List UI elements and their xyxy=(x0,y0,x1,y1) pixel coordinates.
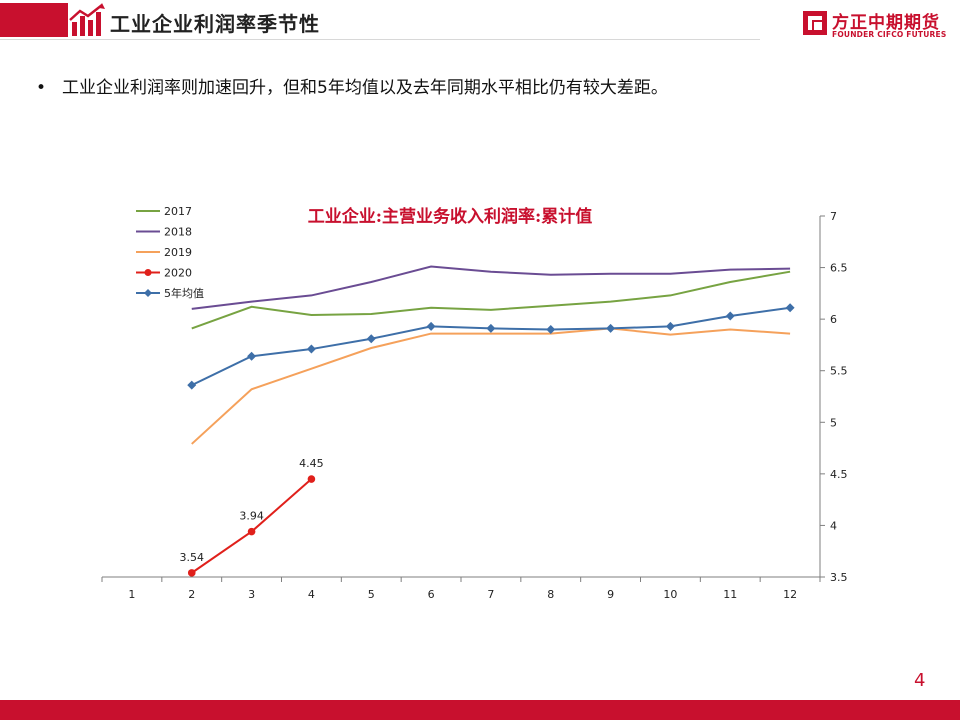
y-tick-label: 4 xyxy=(830,519,837,532)
x-tick-label: 10 xyxy=(663,588,677,601)
data-point-5年均值 xyxy=(486,323,496,333)
x-tick-label: 8 xyxy=(547,588,554,601)
y-tick-label: 5 xyxy=(830,416,837,429)
x-tick-label: 11 xyxy=(723,588,737,601)
x-tick-label: 1 xyxy=(128,588,135,601)
chart-title: 工业企业:主营业务收入利润率:累计值 xyxy=(308,206,593,227)
data-point-5年均值 xyxy=(785,303,795,313)
brand-name-en: FOUNDER CIFCO FUTURES xyxy=(832,30,947,39)
y-tick-label: 3.5 xyxy=(830,571,848,584)
series-line-2020 xyxy=(191,478,313,574)
data-label: 3.94 xyxy=(239,510,264,523)
y-tick-label: 6 xyxy=(830,313,837,326)
data-point-2020 xyxy=(307,475,316,483)
x-tick-label: 3 xyxy=(248,588,255,601)
series-line-2018 xyxy=(191,265,791,310)
legend-label: 2019 xyxy=(164,246,192,259)
data-point-5年均值 xyxy=(426,321,436,331)
series-line-2019 xyxy=(191,327,791,445)
legend-label: 2020 xyxy=(164,267,192,280)
data-point-2020 xyxy=(247,527,256,536)
legend-label: 5年均值 xyxy=(164,286,204,300)
y-tick-label: 5.5 xyxy=(830,365,848,378)
data-label: 4.45 xyxy=(299,457,324,470)
legend-label: 2018 xyxy=(164,226,192,239)
data-label: 3.54 xyxy=(180,551,205,564)
data-point-5年均值 xyxy=(665,321,675,331)
data-point-5年均值 xyxy=(306,344,316,354)
rising-chart-icon xyxy=(69,3,105,36)
chart: 1 2 3 4 5 6 7 8 9 10 11 123.544.555.566.57工业企业:主营业务… xyxy=(101,205,848,601)
header-bar: 工业企业利润率季节性 方正中期期货 FOUNDER CIFCO FUTURES xyxy=(0,0,960,40)
y-tick-label: 6.5 xyxy=(830,262,848,275)
data-point-5年均值 xyxy=(366,334,376,344)
data-point-5年均值 xyxy=(546,324,556,334)
header-divider xyxy=(0,39,760,40)
series-line-2017 xyxy=(191,270,791,330)
header-red-block xyxy=(0,3,68,37)
x-tick-label: 12 xyxy=(783,588,797,601)
y-tick-label: 7 xyxy=(830,210,837,223)
x-tick-label: 4 xyxy=(308,588,315,601)
bullet-text: 工业企业利润率则加速回升，但和5年均值以及去年同期水平相比仍有较大差距。 xyxy=(62,78,668,98)
legend-label: 2017 xyxy=(164,205,192,218)
x-tick-label: 9 xyxy=(607,588,614,601)
brand-name-cn: 方正中期期货 xyxy=(832,13,940,33)
x-tick-label: 6 xyxy=(428,588,435,601)
x-tick-label: 5 xyxy=(368,588,375,601)
legend-marker xyxy=(144,289,152,297)
y-tick-label: 4.5 xyxy=(830,468,848,481)
data-point-5年均值 xyxy=(187,380,197,390)
data-point-5年均值 xyxy=(725,311,735,321)
brand-logo: 方正中期期货 FOUNDER CIFCO FUTURES xyxy=(802,8,946,40)
data-point-2020 xyxy=(187,569,196,577)
legend-marker xyxy=(144,269,152,276)
founder-logo-icon xyxy=(803,11,827,35)
page-number: 4 xyxy=(914,670,926,691)
x-tick-label: 7 xyxy=(487,588,494,601)
bullet-dot: • xyxy=(36,78,47,98)
series-line-5年均值 xyxy=(191,306,791,387)
footer-bar xyxy=(0,700,960,720)
x-tick-label: 2 xyxy=(188,588,195,601)
page-title: 工业企业利润率季节性 xyxy=(110,12,320,36)
bullet-item: • 工业企业利润率则加速回升，但和5年均值以及去年同期水平相比仍有较大差距。 xyxy=(36,73,668,98)
data-point-5年均值 xyxy=(606,323,616,333)
data-point-5年均值 xyxy=(247,351,257,361)
